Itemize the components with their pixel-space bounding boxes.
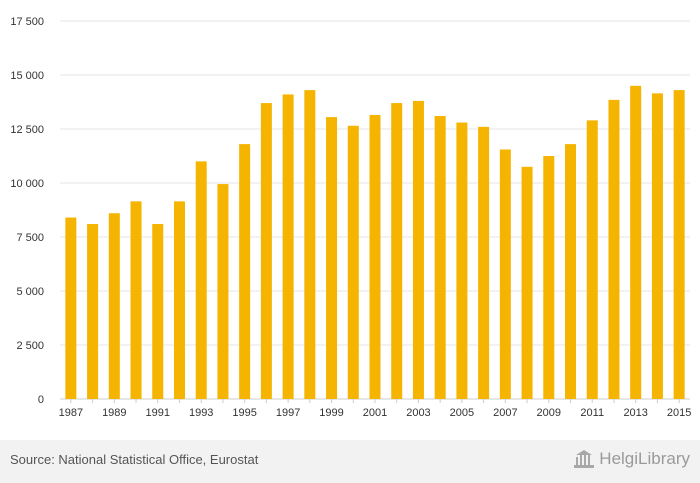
bar-1993[interactable] [195,161,207,399]
x-tick-label: 2005 [450,407,474,419]
logo-text: HelgiLibrary [599,449,690,468]
bar-2009[interactable] [543,156,555,399]
x-axis-tick-labels: 1987 1989 1991 1993 1995 1997 1999 2001 2003 2005… [59,399,691,419]
x-tick-label: 2009 [537,407,561,419]
x-tick-label: 2007 [493,407,517,419]
bar-2005[interactable] [456,122,468,400]
x-tick-label: 2013 [623,407,647,419]
x-tick-label: 1991 [146,407,170,419]
bar-1999[interactable] [326,117,338,400]
source-note: Source: National Statistical Office, Eur… [10,452,259,467]
bar-1996[interactable] [260,103,272,399]
bar-1995[interactable] [239,144,251,399]
x-tick-label: 2001 [363,407,387,419]
chart-footer: Source: National Statistical Office, Eur… [0,440,700,483]
x-tick-label: 2011 [580,407,604,419]
bar-2012[interactable] [608,99,620,399]
x-tick-label: 2015 [667,407,691,419]
bar-2014[interactable] [651,93,663,400]
bar-2004[interactable] [434,116,446,399]
helgi-library-logo[interactable]: HelgiLibrary [573,449,690,469]
y-axis-tick-labels: 0 2 500 5 000 7 500 10 000 12 500 15 000 17 500 [10,16,44,406]
x-tick-label: 1989 [102,407,126,419]
x-tick-label: 2003 [406,407,430,419]
x-tick-label: 1993 [189,407,213,419]
y-tick-label: 10 000 [10,178,44,190]
x-tick-label: 1987 [59,407,83,419]
y-tick-label: 17 500 [10,16,44,28]
x-tick-label: 1999 [319,407,343,419]
bar-1992[interactable] [173,201,185,399]
bar-1987[interactable] [65,217,77,399]
bar-chart: 0 2 500 5 000 7 500 10 000 12 500 15 000 17 500… [10,16,691,419]
bars [65,85,685,400]
bar-2011[interactable] [586,120,598,400]
y-tick-label: 7 500 [16,232,44,244]
bar-2003[interactable] [412,100,424,400]
x-tick-label: 1997 [276,407,300,419]
bar-2002[interactable] [391,103,403,399]
bar-1989[interactable] [108,213,120,399]
bar-1991[interactable] [152,224,164,399]
bar-2006[interactable] [478,126,490,399]
library-building-icon [574,450,595,468]
y-tick-label: 2 500 [16,340,44,352]
x-tick-label: 1995 [232,407,256,419]
y-tick-label: 12 500 [10,124,44,136]
bar-1994[interactable] [217,184,229,399]
bar-2001[interactable] [369,114,381,400]
bar-2007[interactable] [499,149,511,399]
bar-1990[interactable] [130,201,142,399]
bar-2008[interactable] [521,166,533,399]
bar-2010[interactable] [565,144,577,399]
bar-1988[interactable] [87,224,99,399]
bar-2015[interactable] [673,90,685,400]
bar-1998[interactable] [304,90,316,400]
bar-1997[interactable] [282,94,294,399]
bar-2000[interactable] [347,125,359,399]
bar-2013[interactable] [630,85,642,400]
y-tick-label: 0 [38,394,44,406]
y-tick-label: 15 000 [10,70,44,82]
y-tick-label: 5 000 [16,286,44,298]
